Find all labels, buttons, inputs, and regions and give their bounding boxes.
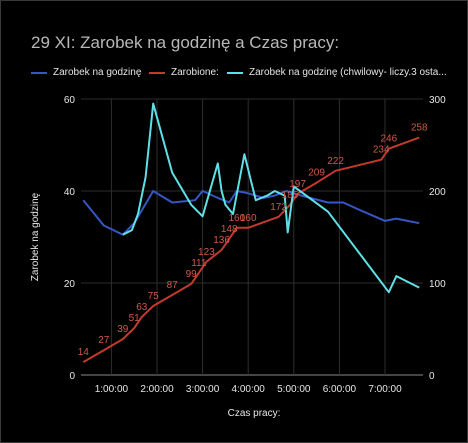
data-label: 14 — [78, 347, 90, 358]
data-label: 197 — [289, 179, 306, 190]
grid — [81, 98, 423, 376]
data-label: 258 — [411, 123, 428, 134]
legend-item-earned[interactable]: Zarobione: — [149, 67, 219, 78]
x-tick-label: 2:00:00 — [140, 384, 174, 395]
data-label: 51 — [129, 313, 141, 324]
data-label: 185 — [282, 190, 299, 201]
y-tick-label: 20 — [64, 279, 76, 290]
series-line-3 — [122, 102, 420, 294]
series-lines — [82, 102, 420, 363]
data-label: 222 — [327, 156, 344, 167]
legend-item-hourly[interactable]: Zarobek na godzinę — [31, 67, 141, 78]
data-label: 63 — [136, 302, 148, 313]
legend: Zarobek na godzinę Zarobione: Zarobek na… — [31, 67, 461, 81]
data-label: 87 — [167, 280, 179, 291]
legend-item-instant[interactable]: Zarobek na godzinę (chwilowy- liczy.3 os… — [227, 67, 447, 78]
chart-title: 29 XI: Zarobek na godzinę a Czas pracy: — [31, 33, 340, 52]
data-label: 160 — [240, 213, 257, 224]
data-label: 234 — [373, 145, 390, 156]
data-label: 148 — [221, 224, 238, 235]
series-line-1 — [82, 190, 420, 236]
x-axis-title: Czas pracy: — [228, 408, 281, 419]
x-tick-label: 6:00:00 — [323, 384, 357, 395]
series-line-2 — [82, 136, 420, 363]
y-right-tick-label: 100 — [429, 279, 446, 290]
y-axis-title: Zarobek na godzinę — [30, 192, 41, 281]
data-label: 123 — [198, 247, 215, 258]
data-label: 27 — [98, 335, 110, 346]
y-tick-label: 0 — [69, 371, 75, 382]
y-right-tick-label: 300 — [429, 95, 446, 106]
data-label: 246 — [380, 134, 397, 145]
data-label: 39 — [117, 324, 129, 335]
legend-swatch-hourly — [31, 71, 47, 74]
y-right-tick-label: 200 — [429, 187, 446, 198]
axes: 0 20 40 60 0 100 200 300 1:00:00 2:00:00 3:00:00 4:… — [64, 95, 446, 395]
y-tick-label: 60 — [64, 95, 76, 106]
x-tick-label: 1:00:00 — [95, 384, 129, 395]
legend-label-hourly: Zarobek na godzinę — [53, 67, 142, 78]
x-tick-label: 4:00:00 — [232, 384, 266, 395]
legend-label-instant: Zarobek na godzinę (chwilowy- liczy.3 os… — [249, 67, 447, 78]
data-label: 172 — [270, 202, 287, 213]
data-label: 75 — [148, 291, 160, 302]
legend-swatch-earned — [149, 71, 165, 74]
legend-swatch-instant — [227, 71, 243, 74]
data-label: 160 — [228, 213, 245, 224]
data-label: 136 — [213, 235, 230, 246]
x-tick-label: 5:00:00 — [277, 384, 311, 395]
legend-label-earned: Zarobione: — [171, 67, 219, 78]
x-tick-label: 3:00:00 — [186, 384, 220, 395]
data-label: 209 — [308, 168, 325, 179]
y-right-tick-label: 0 — [429, 371, 435, 382]
data-label: 99 — [186, 269, 198, 280]
x-tick-label: 7:00:00 — [368, 384, 402, 395]
data-label: 111 — [191, 258, 207, 269]
y-tick-label: 40 — [64, 187, 76, 198]
